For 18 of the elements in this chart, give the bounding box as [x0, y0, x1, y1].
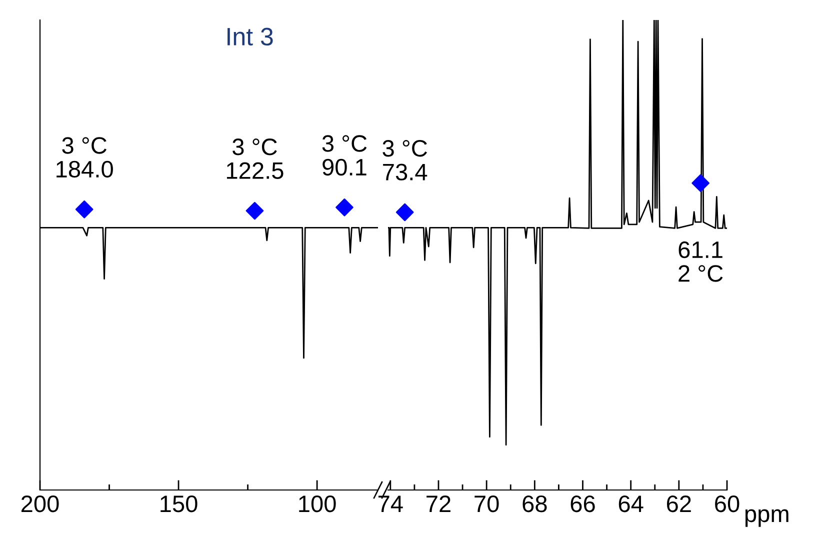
- annotation: 61.1 2 °C: [678, 241, 723, 282]
- x-tick-label: 200: [21, 495, 59, 512]
- x-tick-label: 70: [474, 495, 499, 512]
- annotation: 3 °C 122.5: [226, 138, 284, 179]
- x-tick-label: 60: [715, 495, 740, 512]
- chart-title: Int 3: [228, 28, 273, 46]
- x-tick-label: 72: [426, 495, 450, 512]
- x-tick-label: 74: [378, 496, 403, 512]
- x-axis-title: ppm: [745, 509, 788, 527]
- x-tick-label: 150: [160, 495, 198, 512]
- x-tick-label: 66: [570, 495, 595, 512]
- annotation: 3 °C 184.0: [56, 137, 113, 178]
- annotation: 3 °C 73.4: [382, 140, 428, 180]
- x-tick-label: 62: [666, 495, 691, 512]
- annotation: 3 °C 90.1: [322, 135, 367, 176]
- x-tick-label: 68: [522, 495, 547, 512]
- x-tick-label: 64: [618, 495, 644, 512]
- x-tick-label: 100: [299, 495, 336, 512]
